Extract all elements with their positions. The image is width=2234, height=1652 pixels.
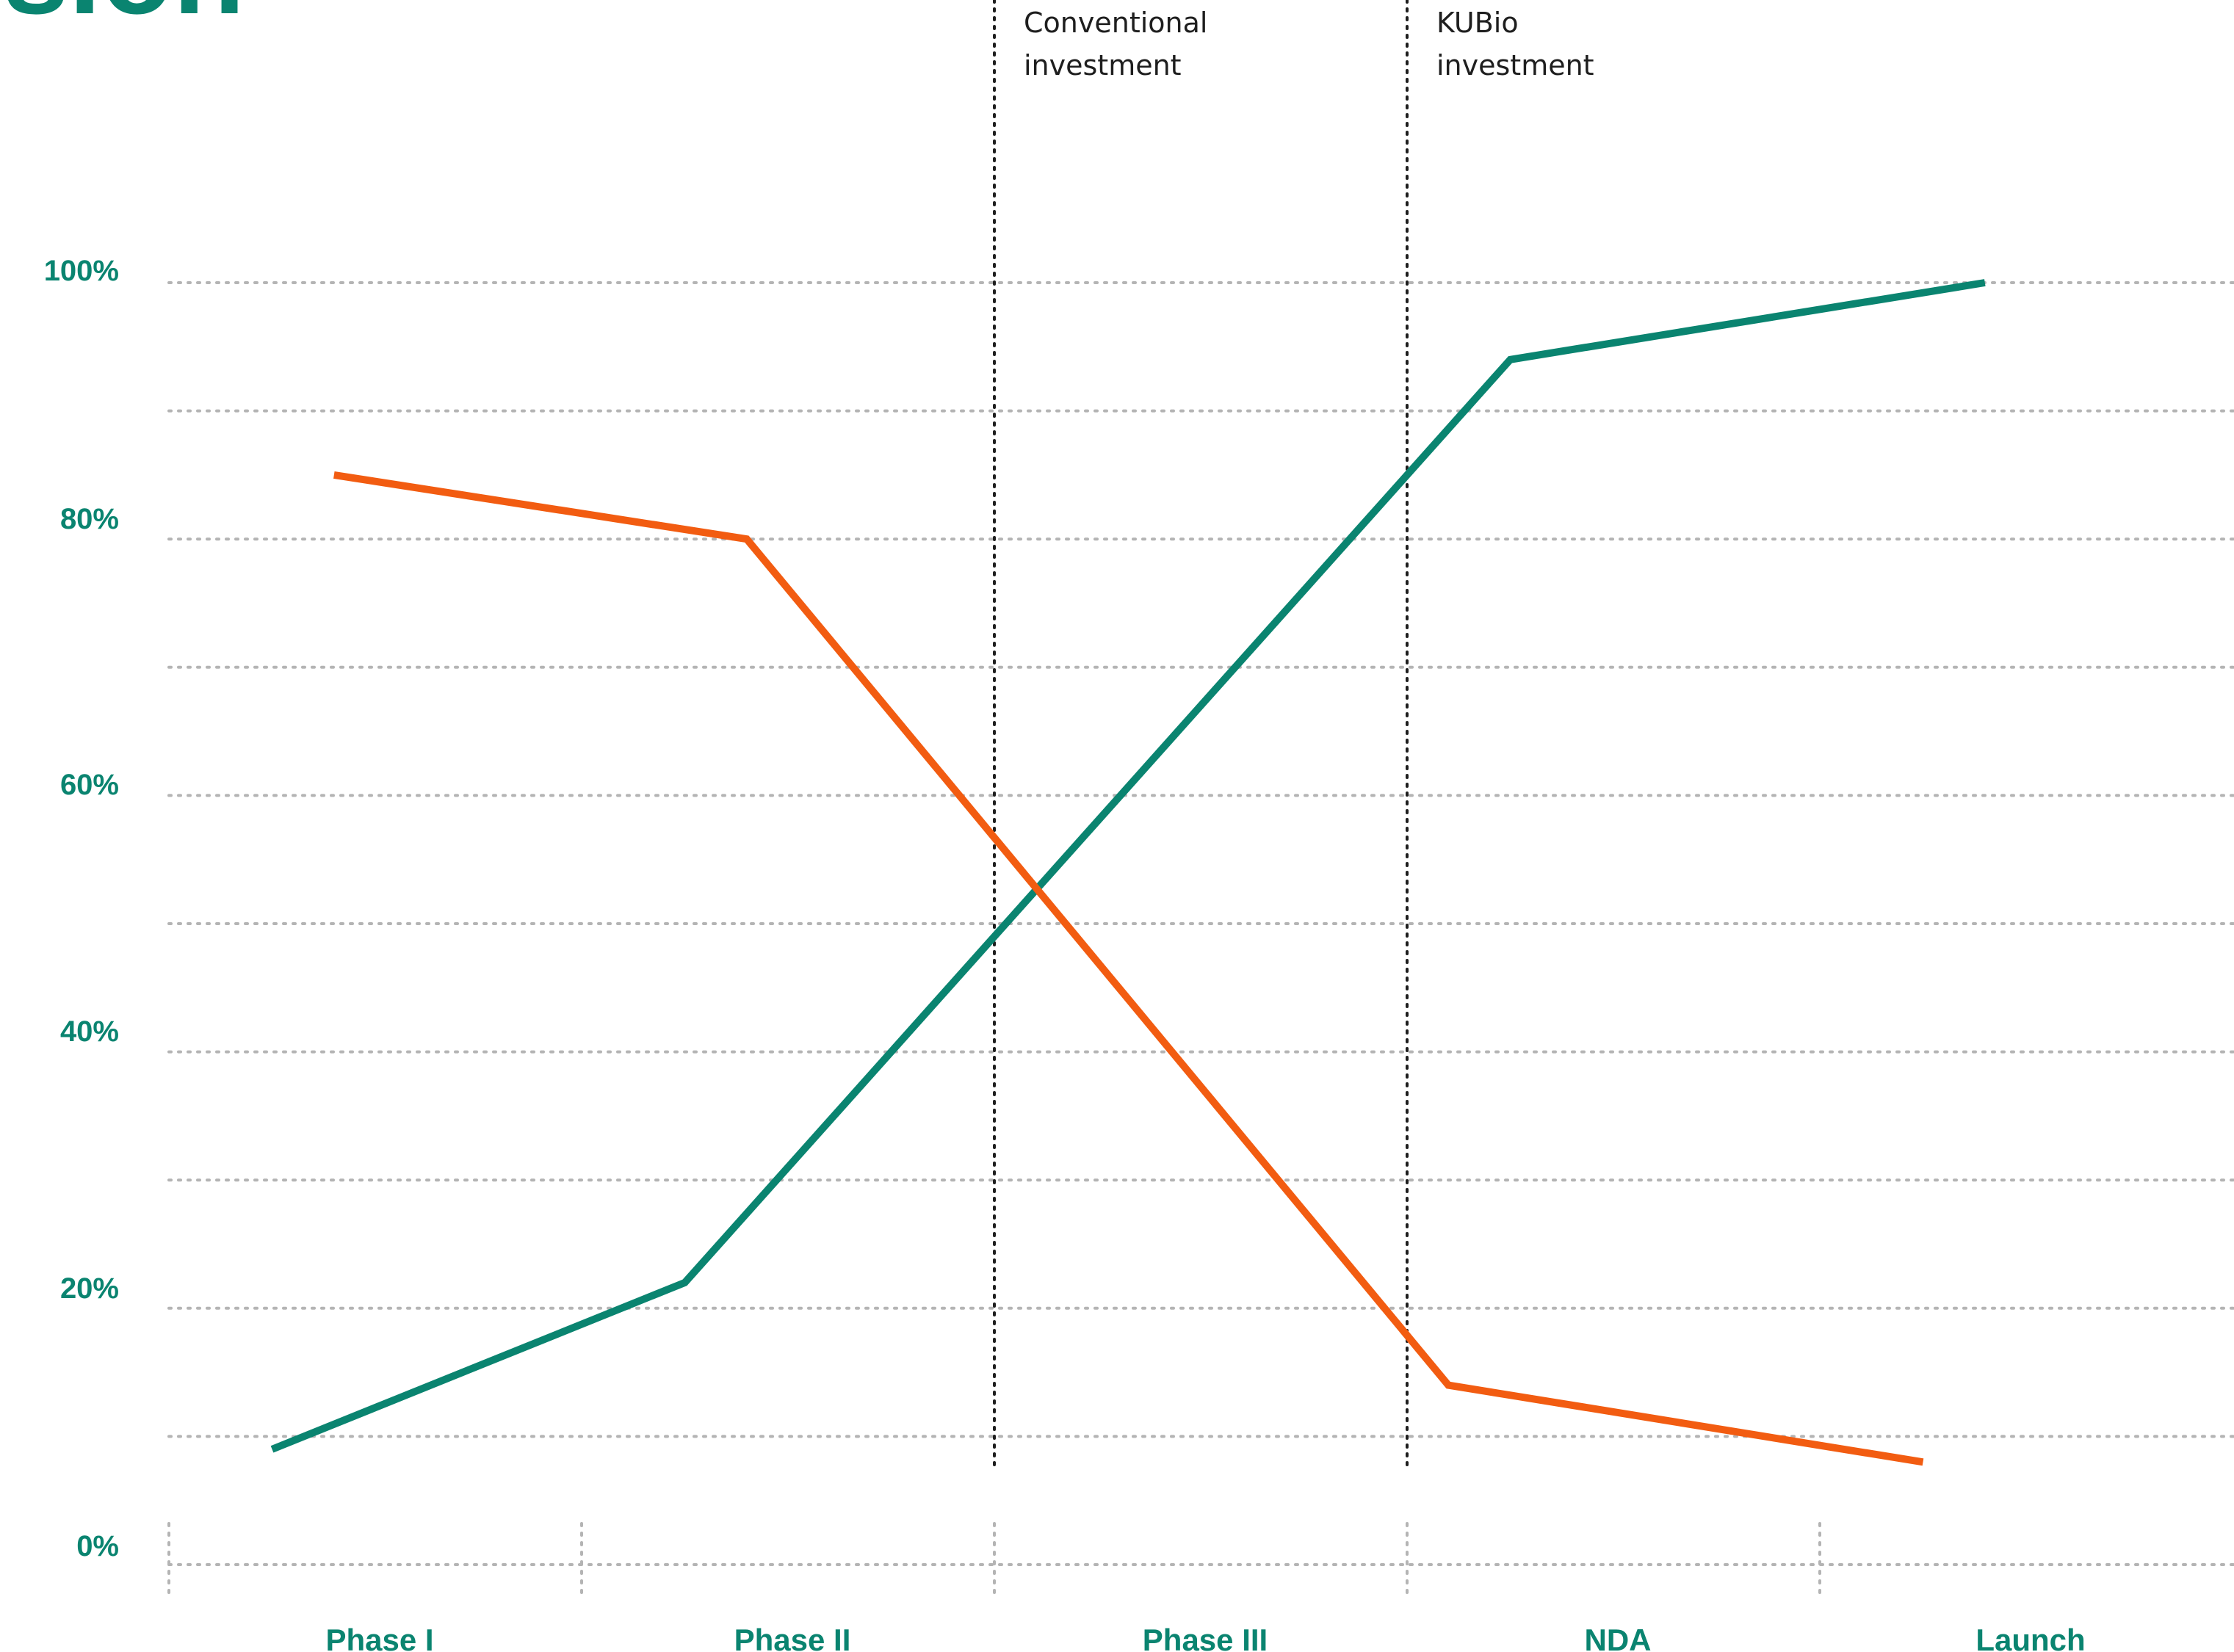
series-line-orange — [333, 471, 1924, 1466]
y-tick-label: 40% — [60, 1015, 119, 1048]
series-line-teal — [270, 279, 1986, 1453]
series-lines — [270, 279, 1986, 1466]
annotations: Conventional investment KUBio investment — [1024, 7, 1594, 81]
y-tick-label: 60% — [60, 769, 119, 801]
investment-dividers — [993, 0, 1409, 1466]
x-tick-label: Launch — [1975, 1623, 2085, 1652]
title-fragment: ision — [0, 0, 245, 38]
x-tick-label: Phase II — [734, 1623, 851, 1652]
x-tick-label: NDA — [1585, 1623, 1652, 1652]
x-axis-labels: Phase I Phase II Phase III NDA Launch — [325, 1623, 2085, 1652]
y-tick-label: 0% — [76, 1530, 119, 1562]
y-tick-label: 100% — [44, 255, 119, 287]
annotation-text: KUBio — [1436, 7, 1519, 39]
y-tick-label: 80% — [60, 503, 119, 535]
annotation-text: investment — [1024, 49, 1182, 81]
y-axis-labels: 100% 80% 60% 40% 20% 0% — [44, 255, 119, 1562]
y-tick-label: 20% — [60, 1272, 119, 1305]
x-tick-label: Phase III — [1143, 1623, 1268, 1652]
grid — [167, 281, 2234, 1595]
annotation-text: investment — [1436, 49, 1594, 81]
x-tick-label: Phase I — [325, 1623, 433, 1652]
annotation-text: Conventional — [1024, 7, 1207, 39]
